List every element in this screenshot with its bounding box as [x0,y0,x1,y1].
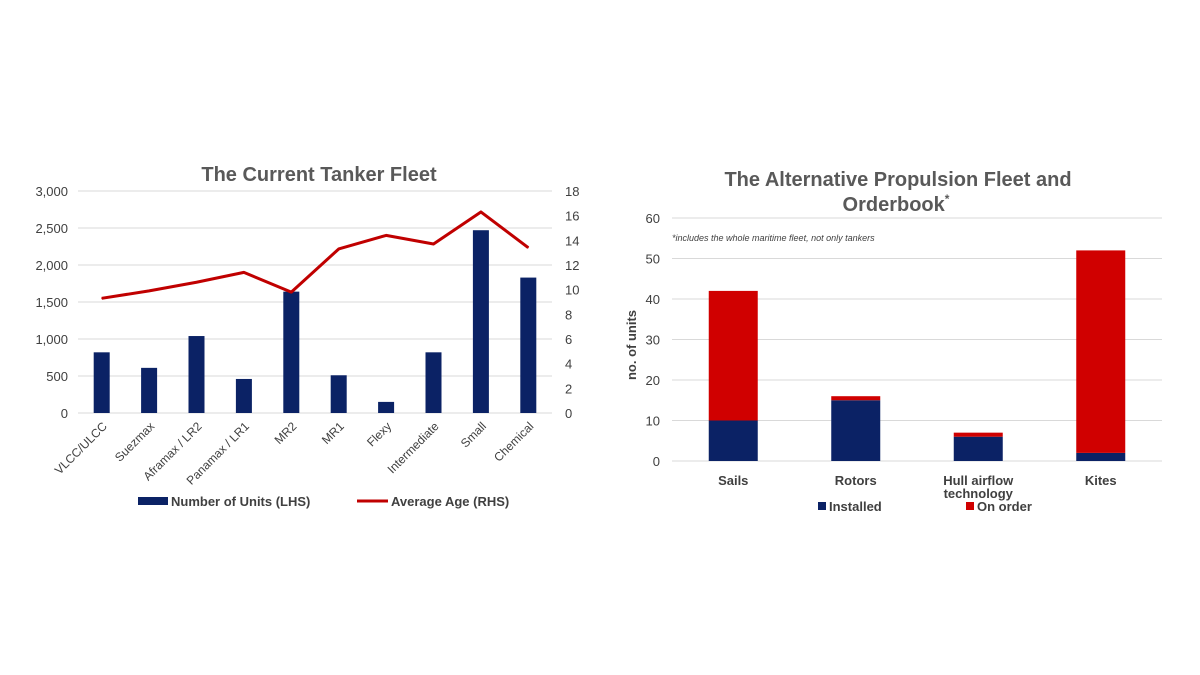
right-tick-label: 2 [565,381,572,396]
category-label: Suezmax [112,419,157,464]
category-label: VLCC/ULCC [52,419,110,477]
category-label: Sails [718,473,748,488]
tanker-fleet-title: The Current Tanker Fleet [201,164,437,186]
right-tick-label: 18 [565,184,579,199]
right-tick-label: 10 [565,283,579,298]
y-tick-label: 20 [646,373,660,388]
bar-vlcc-ulcc [93,352,110,413]
bar-sails-installed [708,420,758,461]
y-tick-label: 50 [646,252,660,267]
average-age-point [527,247,529,249]
left-tick-label: 2,000 [35,258,68,273]
tanker-fleet-right-axis: 0 2 4 6 8 10 12 14 16 18 [565,184,579,421]
left-tick-label: 3,000 [35,184,68,199]
y-tick-label: 0 [653,454,660,469]
bar-suezmax [141,367,158,413]
left-tick-label: 1,000 [35,332,68,347]
category-label: MR1 [319,419,347,447]
legend-label-on-order: On order [977,499,1032,514]
average-age-point [338,248,340,250]
average-age-point [148,290,150,292]
alt-propulsion-chart: The Alternative Propulsion Fleet and Ord… [624,169,1162,514]
category-label: Hull airflow [943,473,1014,488]
category-label: Rotors [835,473,877,488]
bar-rotors-on-order [831,396,881,401]
alt-propulsion-y-label: no. of units [624,310,639,380]
right-tick-label: 8 [565,307,572,322]
alt-propulsion-footnote: *includes the whole maritime fleet, not … [672,233,875,243]
average-age-point [243,271,245,273]
bar-mr1 [330,375,347,413]
tanker-fleet-bars [93,230,537,413]
bar-hull-airflow-technology-installed [953,436,1003,461]
y-tick-label: 10 [646,414,660,429]
legend-swatch-on-order [966,502,974,510]
alt-propulsion-title-line-1: The Alternative Propulsion Fleet and [724,169,1071,191]
right-tick-label: 16 [565,209,579,224]
category-label: Kites [1085,473,1117,488]
left-tick-label: 0 [61,406,68,421]
category-label: MR2 [272,419,300,447]
left-tick-label: 2,500 [35,221,68,236]
legend-label-age: Average Age (RHS) [391,494,509,509]
alt-propulsion-title-line-2: Orderbook* [843,192,950,216]
legend-label-units: Number of Units (LHS) [171,494,310,509]
y-tick-label: 40 [646,292,660,307]
tanker-fleet-left-axis: 0 500 1,000 1,500 2,000 2,500 3,000 [35,184,68,421]
y-tick-label: 60 [646,211,660,226]
legend-swatch-installed [818,502,826,510]
right-tick-label: 6 [565,332,572,347]
average-age-point [385,234,387,236]
category-label: technology [944,486,1014,501]
bar-kites-installed [1076,452,1126,461]
alt-propulsion-bars [708,250,1126,461]
bar-chemical [520,277,537,413]
average-age-line [101,210,530,300]
right-tick-label: 14 [565,233,579,248]
legend-swatch-units [138,497,168,505]
left-tick-label: 1,500 [35,295,68,310]
alt-propulsion-legend: Installed On order [818,499,1032,514]
average-age-point [101,297,103,299]
tanker-fleet-chart: The Current Tanker Fleet 0 500 1,000 1,500 2… [35,164,579,509]
alt-propulsion-y-axis: 0 10 20 30 40 50 60 [646,211,660,469]
bar-mr2 [283,291,300,413]
y-tick-label: 30 [646,333,660,348]
tanker-fleet-legend: Number of Units (LHS) Average Age (RHS) [138,494,509,509]
average-age-point [480,211,482,213]
bar-hull-airflow-technology-on-order [953,432,1003,437]
right-tick-label: 12 [565,258,579,273]
bar-kites-on-order [1076,250,1126,453]
bar-small [472,230,489,413]
category-label: Chemical [491,419,536,464]
category-label: Intermediate [385,419,442,476]
right-tick-label: 0 [565,406,572,421]
average-age-point [290,291,292,293]
bar-aframax-lr2 [188,336,205,413]
average-age-point [433,243,434,245]
bar-flexy [378,401,395,413]
average-age-point [196,281,197,283]
bar-sails-on-order [708,290,758,421]
category-label: Flexy [364,419,394,449]
legend-label-installed: Installed [829,499,882,514]
left-tick-label: 500 [46,369,68,384]
right-tick-label: 4 [565,357,572,372]
category-label: Small [458,419,489,450]
bar-intermediate [425,352,442,413]
tanker-fleet-age-line [101,210,530,300]
bar-panamax-lr1 [235,378,252,413]
bar-rotors-installed [831,400,881,461]
